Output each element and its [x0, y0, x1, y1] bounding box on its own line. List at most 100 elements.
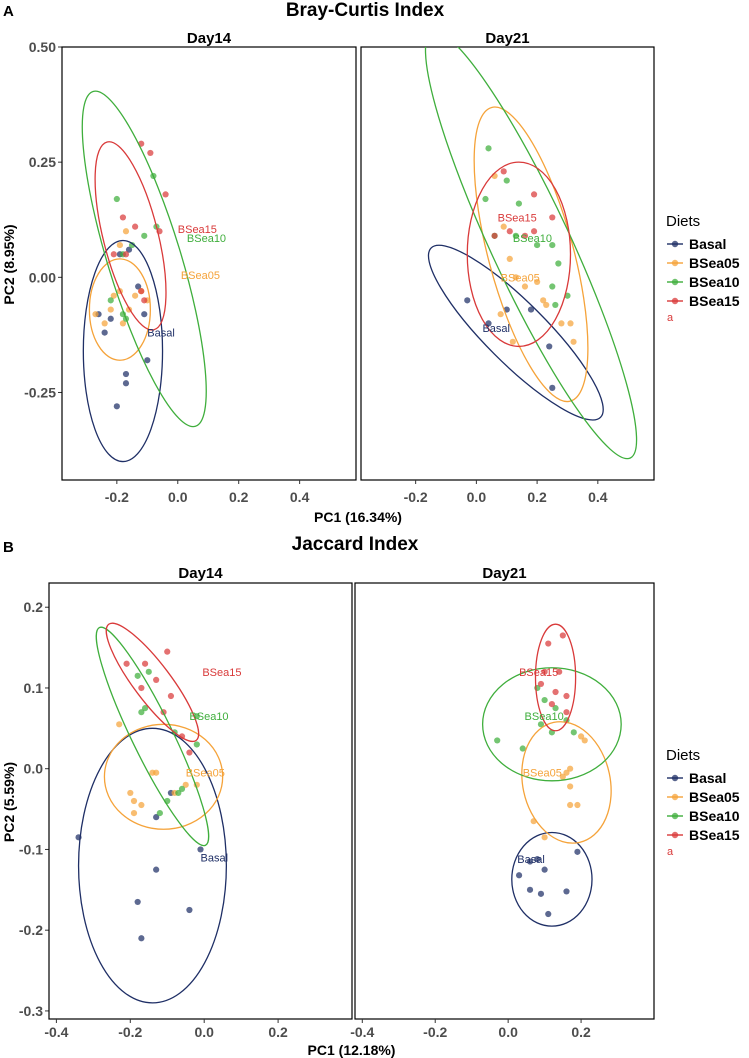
- point-basal: [107, 315, 114, 322]
- legend-key-point: [671, 774, 679, 782]
- point-bsea05: [130, 797, 138, 805]
- ellipse-label-bsea15: BSea15: [519, 667, 558, 679]
- legend-item-bsea10: BSea10: [689, 274, 740, 290]
- x-tick-label: 0.0: [194, 1024, 214, 1040]
- point-basal: [138, 935, 145, 942]
- point-bsea10: [107, 297, 114, 304]
- point-basal: [546, 343, 553, 350]
- ellipse-bsea10: [481, 667, 622, 782]
- ellipse-label-bsea05: BSea05: [186, 768, 225, 780]
- panel-day14: Basal BSea05 BSea10 BSea15: [48, 582, 353, 1020]
- ellipse-label-basal: Basal: [201, 853, 229, 865]
- point-bsea05: [563, 769, 570, 776]
- point-bsea10: [503, 177, 510, 184]
- point-bsea05: [132, 292, 139, 299]
- point-bsea05: [509, 338, 516, 345]
- point-bsea05: [116, 241, 123, 249]
- point-bsea15: [549, 214, 556, 221]
- x-axis-label: PC1 (16.34%): [314, 509, 402, 525]
- point-bsea05: [182, 781, 189, 788]
- point-bsea05: [107, 306, 114, 313]
- y-axis-label: PC2 (5.59%): [1, 762, 17, 842]
- x-tick-label: 0.2: [571, 1024, 591, 1040]
- plot-area: [481, 623, 622, 927]
- legend-key-point: [671, 812, 679, 820]
- figure-letter-b: B: [3, 539, 14, 556]
- point-bsea15: [552, 688, 559, 696]
- ellipse-bsea05: [473, 106, 589, 403]
- point-bsea15: [530, 191, 538, 198]
- point-basal: [134, 898, 141, 906]
- point-bsea15: [556, 668, 563, 675]
- point-bsea05: [110, 292, 117, 299]
- ellipse-label-bsea05: BSea05: [181, 270, 220, 282]
- legend-key-point: [671, 259, 679, 267]
- point-bsea05: [92, 311, 99, 318]
- ellipse-bsea05: [521, 721, 612, 844]
- point-basal: [526, 886, 534, 893]
- point-bsea15: [153, 676, 160, 683]
- legend: Diets Basal BSea05 BSea10 BSea15 a: [666, 213, 740, 324]
- legend-item-bsea05: BSea05: [689, 255, 740, 271]
- x-tick-label: -0.2: [118, 1024, 142, 1040]
- point-bsea15: [110, 251, 117, 258]
- point-basal: [464, 297, 471, 304]
- y-tick-label: 0.1: [24, 680, 44, 696]
- point-basal: [141, 311, 148, 318]
- point-basal: [144, 357, 151, 364]
- point-bsea10: [549, 283, 556, 290]
- point-bsea15: [537, 680, 545, 688]
- point-bsea15: [541, 668, 548, 675]
- legend-item-basal: Basal: [689, 770, 726, 786]
- point-bsea05: [574, 801, 581, 809]
- point-bsea15: [119, 214, 127, 221]
- y-tick-label: 0.00: [29, 269, 56, 285]
- x-tick-label: 0.2: [268, 1024, 288, 1040]
- legend: Diets Basal BSea05 BSea10 BSea15 a: [666, 747, 740, 858]
- ellipse-label-bsea15: BSea15: [178, 224, 217, 236]
- legend-item-bsea15: BSea15: [689, 827, 740, 843]
- point-bsea15: [186, 749, 193, 756]
- point-bsea10: [113, 195, 120, 203]
- point-bsea15: [506, 228, 513, 235]
- point-bsea05: [101, 320, 108, 327]
- point-bsea05: [567, 783, 574, 790]
- facet-label-day21: Day21: [482, 565, 526, 582]
- point-bsea15: [141, 297, 148, 304]
- x-tick-label: 0.2: [527, 489, 547, 505]
- plot-area: [75, 622, 228, 1004]
- facet-label-day14: Day14: [178, 565, 223, 582]
- ellipse-bsea10: [424, 47, 638, 460]
- point-bsea05: [581, 737, 588, 744]
- ellipse-bsea15: [466, 161, 572, 348]
- point-bsea10: [552, 301, 559, 309]
- point-bsea15: [545, 640, 552, 647]
- point-bsea15: [563, 709, 570, 716]
- ellipse-bsea10: [81, 90, 207, 428]
- point-bsea10: [485, 145, 492, 152]
- point-basal: [153, 814, 160, 821]
- legend-title: Diets: [666, 747, 700, 764]
- point-bsea05: [559, 773, 566, 780]
- ellipse-basal: [427, 244, 604, 421]
- y-tick-label: -0.25: [24, 384, 56, 400]
- legend-key-point: [671, 831, 679, 839]
- point-bsea05: [567, 320, 574, 327]
- point-bsea15: [147, 149, 154, 157]
- legend-key-point: [671, 297, 679, 305]
- x-tick-label: -0.2: [105, 489, 129, 505]
- point-bsea10: [134, 672, 141, 679]
- point-bsea10: [145, 668, 152, 675]
- ellipse-bsea15: [94, 141, 167, 331]
- point-bsea15: [500, 168, 507, 175]
- panel-frame: [354, 582, 655, 1020]
- ellipse-label-basal: Basal: [517, 854, 545, 866]
- point-bsea10: [138, 709, 145, 716]
- x-tick-label: 0.0: [498, 1024, 518, 1040]
- legend-key-point: [671, 240, 679, 248]
- point-bsea05: [543, 301, 550, 309]
- point-bsea05: [127, 789, 134, 797]
- ellipse-label-basal: Basal: [147, 328, 175, 340]
- point-bsea05: [122, 228, 130, 235]
